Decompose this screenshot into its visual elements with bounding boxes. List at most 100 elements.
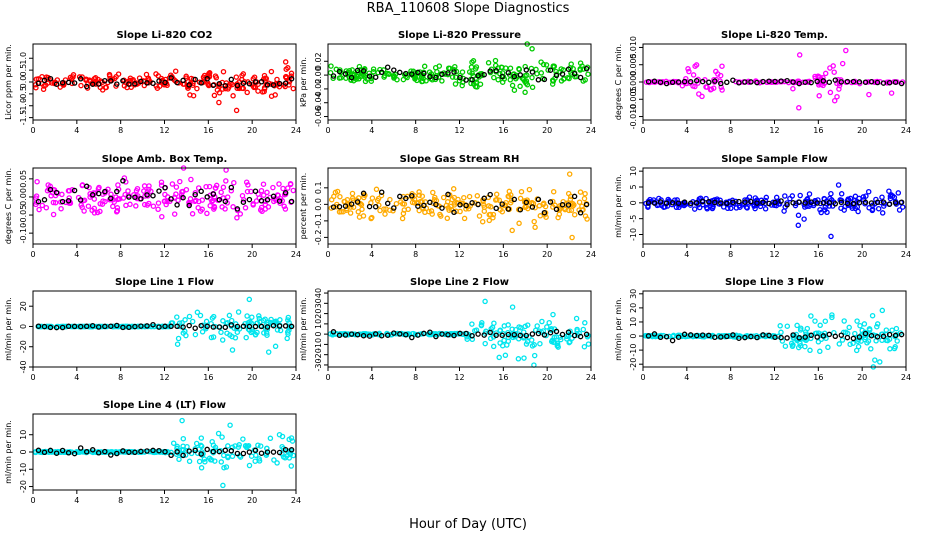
data-point xyxy=(461,215,468,222)
data-point xyxy=(210,324,217,330)
data-point xyxy=(535,330,542,337)
data-point xyxy=(856,334,863,340)
data-point xyxy=(663,333,670,340)
data-points xyxy=(327,298,592,368)
data-point xyxy=(221,464,227,471)
data-point xyxy=(766,200,772,207)
data-point xyxy=(233,107,240,114)
data-point xyxy=(405,206,411,213)
data-point xyxy=(287,181,294,188)
data-point xyxy=(790,79,796,85)
data-point xyxy=(270,193,277,200)
data-point xyxy=(99,87,106,93)
data-point xyxy=(272,92,278,98)
data-point xyxy=(455,196,461,203)
data-point xyxy=(504,342,510,348)
data-point xyxy=(198,443,205,450)
panel-4: Slope Amb. Box Temp. degrees C per min. 0 4… xyxy=(4,154,301,259)
x-tick-label: 16 xyxy=(203,496,213,505)
x-tick-label: 12 xyxy=(769,126,779,135)
data-point xyxy=(378,332,385,339)
data-point xyxy=(89,322,96,329)
data-point xyxy=(862,336,868,343)
data-point xyxy=(551,63,558,70)
data-point xyxy=(481,204,488,210)
data-point xyxy=(246,462,253,469)
data-point xyxy=(666,333,672,340)
data-point xyxy=(210,442,217,448)
data-point xyxy=(831,69,837,75)
y-tick-label: 40 xyxy=(314,288,323,298)
data-point xyxy=(40,86,47,93)
data-point xyxy=(96,184,102,191)
data-point xyxy=(261,72,268,79)
data-point xyxy=(144,448,150,454)
data-point xyxy=(493,191,500,198)
y-axis-label: percent per min. xyxy=(299,173,308,240)
data-point xyxy=(252,188,259,194)
data-point xyxy=(232,335,239,341)
data-point xyxy=(216,448,223,455)
data-point xyxy=(493,332,499,339)
data-point xyxy=(843,329,849,335)
data-point xyxy=(473,64,480,70)
data-point xyxy=(415,203,421,209)
data-point xyxy=(713,68,719,75)
data-point xyxy=(745,78,751,85)
data-point xyxy=(718,200,724,206)
data-point xyxy=(409,199,416,206)
data-point xyxy=(803,331,809,337)
data-point xyxy=(276,198,283,204)
data-point xyxy=(865,188,872,195)
data-point xyxy=(862,330,869,337)
data-point xyxy=(387,196,393,203)
data-point xyxy=(559,71,566,77)
data-point xyxy=(192,447,198,454)
data-point xyxy=(784,77,790,84)
data-point xyxy=(212,185,219,191)
x-tick-label: 4 xyxy=(74,126,79,135)
data-point xyxy=(796,105,802,111)
data-point xyxy=(183,73,189,80)
data-point xyxy=(198,435,205,441)
data-point xyxy=(203,183,209,190)
data-point xyxy=(240,436,246,442)
data-points xyxy=(327,41,591,96)
y-tick-label: -0.2 xyxy=(314,230,323,246)
data-point xyxy=(817,200,824,207)
x-tick-label: 4 xyxy=(74,496,79,505)
data-point xyxy=(123,202,129,209)
data-point xyxy=(213,182,220,189)
data-point xyxy=(838,332,845,338)
data-point xyxy=(276,431,283,438)
data-point xyxy=(419,78,426,85)
data-point xyxy=(65,323,72,330)
data-point xyxy=(102,323,108,330)
y-axis-label: ml/min per min. xyxy=(614,174,623,238)
data-point xyxy=(66,188,73,194)
data-point xyxy=(68,323,74,330)
data-point xyxy=(453,68,460,75)
data-point xyxy=(154,85,161,91)
data-point xyxy=(748,333,754,340)
data-point xyxy=(478,322,485,328)
data-point xyxy=(524,322,531,328)
x-tick-label: 24 xyxy=(586,250,596,259)
data-point xyxy=(258,198,265,204)
data-point xyxy=(399,215,406,222)
data-point xyxy=(162,191,168,198)
data-point xyxy=(706,332,712,339)
data-point xyxy=(337,193,343,200)
data-point xyxy=(114,81,120,87)
x-tick-label: 8 xyxy=(118,126,123,135)
x-axis-label: Hour of Day (UTC) xyxy=(409,517,527,532)
data-point xyxy=(222,82,229,89)
data-point xyxy=(126,194,132,200)
data-point xyxy=(807,347,813,354)
data-point xyxy=(838,191,845,197)
data-point xyxy=(264,332,270,338)
y-tick-label: -5 xyxy=(629,215,638,223)
data-point xyxy=(790,200,796,206)
data-point xyxy=(280,185,286,192)
